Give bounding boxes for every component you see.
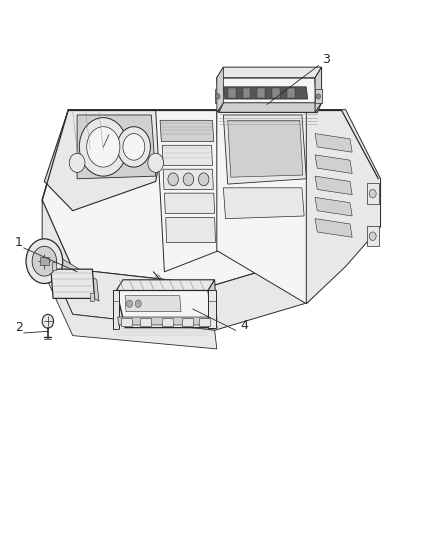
Circle shape [117,127,150,167]
Circle shape [42,314,53,328]
Circle shape [123,134,145,160]
FancyBboxPatch shape [141,318,151,326]
Circle shape [316,94,321,99]
Polygon shape [217,67,223,112]
Circle shape [26,239,63,284]
FancyBboxPatch shape [228,88,236,98]
Polygon shape [160,120,214,142]
Text: 1: 1 [14,236,22,249]
FancyBboxPatch shape [367,183,379,204]
Polygon shape [219,103,321,112]
Polygon shape [217,110,381,304]
Circle shape [69,154,85,172]
FancyBboxPatch shape [272,88,280,98]
Polygon shape [51,269,95,298]
Polygon shape [42,245,217,349]
FancyBboxPatch shape [215,90,221,103]
Circle shape [216,94,220,99]
Circle shape [369,189,376,198]
Polygon shape [166,217,215,243]
Polygon shape [125,296,181,312]
FancyBboxPatch shape [287,88,295,98]
Polygon shape [44,110,164,211]
Polygon shape [315,134,352,152]
Polygon shape [42,110,378,285]
FancyBboxPatch shape [40,257,49,265]
Polygon shape [117,280,215,290]
Polygon shape [306,110,381,304]
FancyBboxPatch shape [315,90,321,103]
Polygon shape [315,219,352,237]
FancyBboxPatch shape [199,318,210,326]
Text: 3: 3 [321,53,329,67]
FancyBboxPatch shape [243,88,251,98]
Circle shape [168,173,178,185]
Text: 2: 2 [14,321,22,334]
FancyBboxPatch shape [162,318,173,326]
Polygon shape [113,290,120,329]
Polygon shape [42,179,378,330]
Polygon shape [315,176,352,195]
Polygon shape [117,290,217,328]
Polygon shape [315,197,352,216]
Circle shape [148,154,163,172]
Polygon shape [223,87,307,99]
Circle shape [79,118,127,176]
Polygon shape [163,169,213,189]
Circle shape [127,300,133,308]
Text: 4: 4 [240,319,248,332]
Polygon shape [228,120,303,177]
FancyBboxPatch shape [182,318,193,326]
Polygon shape [208,280,217,328]
Circle shape [369,232,376,240]
Polygon shape [118,317,208,325]
Polygon shape [208,290,215,328]
Polygon shape [162,146,212,165]
Polygon shape [223,115,306,184]
FancyBboxPatch shape [156,308,185,324]
Polygon shape [77,115,155,179]
FancyBboxPatch shape [258,88,265,98]
Polygon shape [217,78,317,112]
FancyBboxPatch shape [90,293,94,301]
Circle shape [135,300,141,308]
Circle shape [183,173,194,185]
Polygon shape [223,188,304,219]
Polygon shape [57,256,99,301]
Polygon shape [315,155,352,173]
Polygon shape [164,193,215,213]
Polygon shape [217,67,321,78]
Circle shape [32,246,57,276]
FancyBboxPatch shape [52,262,56,270]
FancyBboxPatch shape [367,225,379,246]
Polygon shape [155,110,219,272]
Circle shape [87,127,120,167]
FancyBboxPatch shape [121,318,132,326]
Polygon shape [315,67,321,112]
Circle shape [198,173,209,185]
